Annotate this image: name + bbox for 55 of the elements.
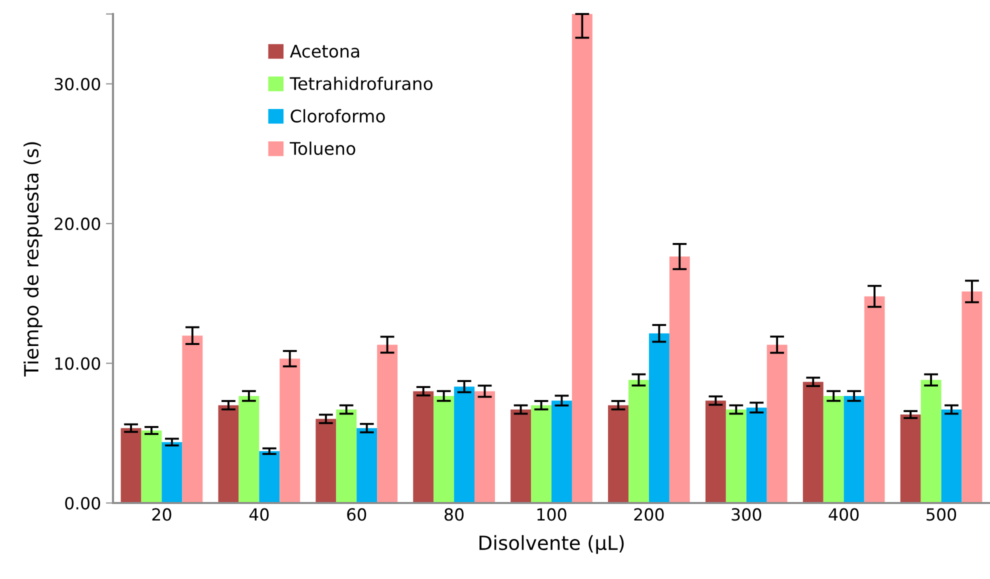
x-tick-label: 500 — [926, 508, 956, 521]
y-axis-title: Tiempo de respuesta (s) — [24, 142, 42, 377]
y-tick-label: 10.00 — [55, 357, 100, 370]
bar — [552, 400, 572, 503]
bar — [141, 430, 162, 503]
legend-label: Tolueno — [290, 142, 356, 156]
bar — [648, 333, 670, 503]
bar — [900, 414, 921, 503]
x-tick-label: 20 — [152, 508, 172, 521]
bar — [238, 396, 260, 503]
bar — [259, 451, 280, 503]
x-tick-label: 300 — [732, 508, 762, 521]
bar — [316, 418, 336, 503]
bar — [377, 344, 398, 503]
x-tick-label: 400 — [828, 508, 859, 521]
bar — [844, 396, 864, 503]
y-tick-label: 30.00 — [54, 78, 100, 90]
y-tick-label: 20.00 — [54, 218, 100, 230]
y-tick-label: 0.00 — [65, 496, 100, 510]
bar — [454, 386, 475, 503]
x-tick-label: 40 — [249, 508, 269, 521]
bar — [766, 344, 788, 503]
bar — [356, 428, 378, 503]
bar — [413, 391, 434, 503]
bar — [726, 410, 746, 503]
bar — [669, 256, 690, 503]
x-tick-label: 80 — [444, 508, 464, 521]
bar — [941, 410, 962, 503]
legend-label: Tetrahidrofurano — [290, 76, 432, 90]
bar — [920, 380, 942, 503]
x-tick-label: 60 — [347, 508, 366, 521]
bar — [572, 14, 592, 503]
bar — [864, 296, 885, 503]
bar — [510, 410, 532, 503]
bar — [162, 442, 182, 503]
x-axis-title: Disolvente (µL) — [480, 535, 624, 554]
bar — [474, 391, 495, 503]
bar — [705, 400, 726, 503]
bar — [628, 380, 649, 503]
bar — [182, 336, 203, 503]
bar — [823, 396, 844, 503]
bar — [218, 405, 239, 503]
bar — [336, 410, 357, 503]
bar — [434, 396, 454, 503]
bar — [746, 408, 767, 503]
x-tick-label: 100 — [537, 508, 566, 521]
bar — [962, 291, 982, 503]
x-tick-label: 200 — [634, 508, 664, 521]
bar — [120, 428, 142, 503]
bar — [608, 405, 628, 503]
legend-label: Cloroformo — [290, 109, 385, 123]
legend-label: Acetona — [290, 44, 360, 58]
bar — [802, 382, 824, 503]
bar — [280, 358, 300, 503]
bar — [531, 405, 552, 503]
